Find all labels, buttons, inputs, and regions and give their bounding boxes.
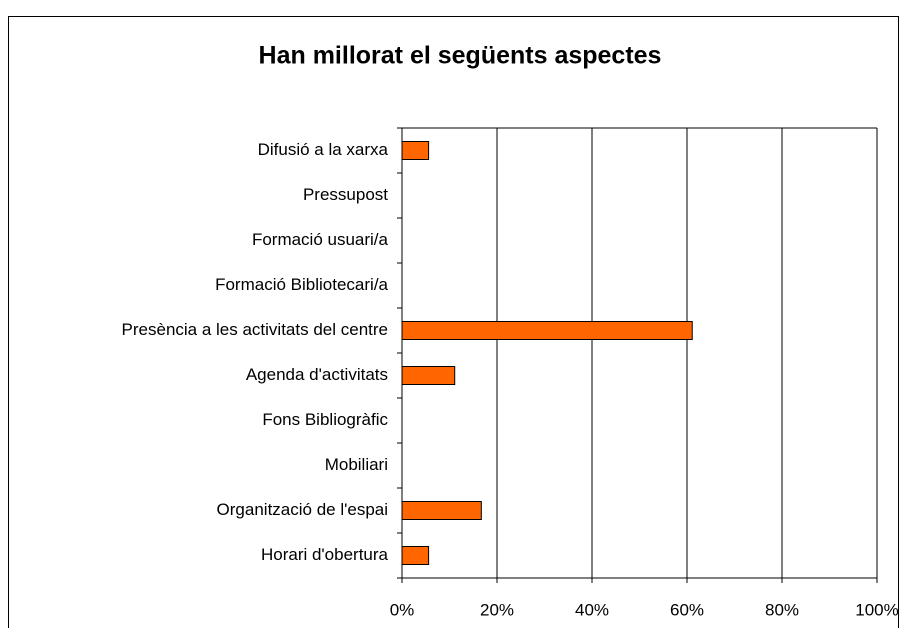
y-tick-label: Difusió a la xarxa [258, 140, 389, 159]
bar [401, 366, 456, 385]
x-tick-label: 100% [855, 600, 898, 619]
y-tick-label: Agenda d'activitats [246, 365, 388, 384]
y-tick-label: Mobiliari [325, 455, 388, 474]
y-tick-label: Horari d'obertura [261, 545, 389, 564]
y-tick-label: Organització de l'espai [217, 500, 388, 519]
x-tick-label: 80% [765, 600, 799, 619]
x-tick-label: 0% [390, 600, 415, 619]
x-tick-label: 40% [575, 600, 609, 619]
bar [401, 321, 693, 340]
bar [401, 546, 430, 565]
chart-title: Han millorat el següents aspectes [259, 42, 662, 70]
bar [401, 141, 430, 160]
y-tick-label: Pressupost [303, 185, 388, 204]
bar [401, 501, 482, 520]
x-tick-label: 60% [670, 600, 704, 619]
y-tick-label: Formació Bibliotecari/a [215, 275, 388, 294]
y-tick-label: Presència a les activitats del centre [122, 320, 388, 339]
y-tick-label: Fons Bibliogràfic [262, 410, 388, 429]
y-tick-label: Formació usuari/a [252, 230, 389, 249]
x-tick-label: 20% [480, 600, 514, 619]
